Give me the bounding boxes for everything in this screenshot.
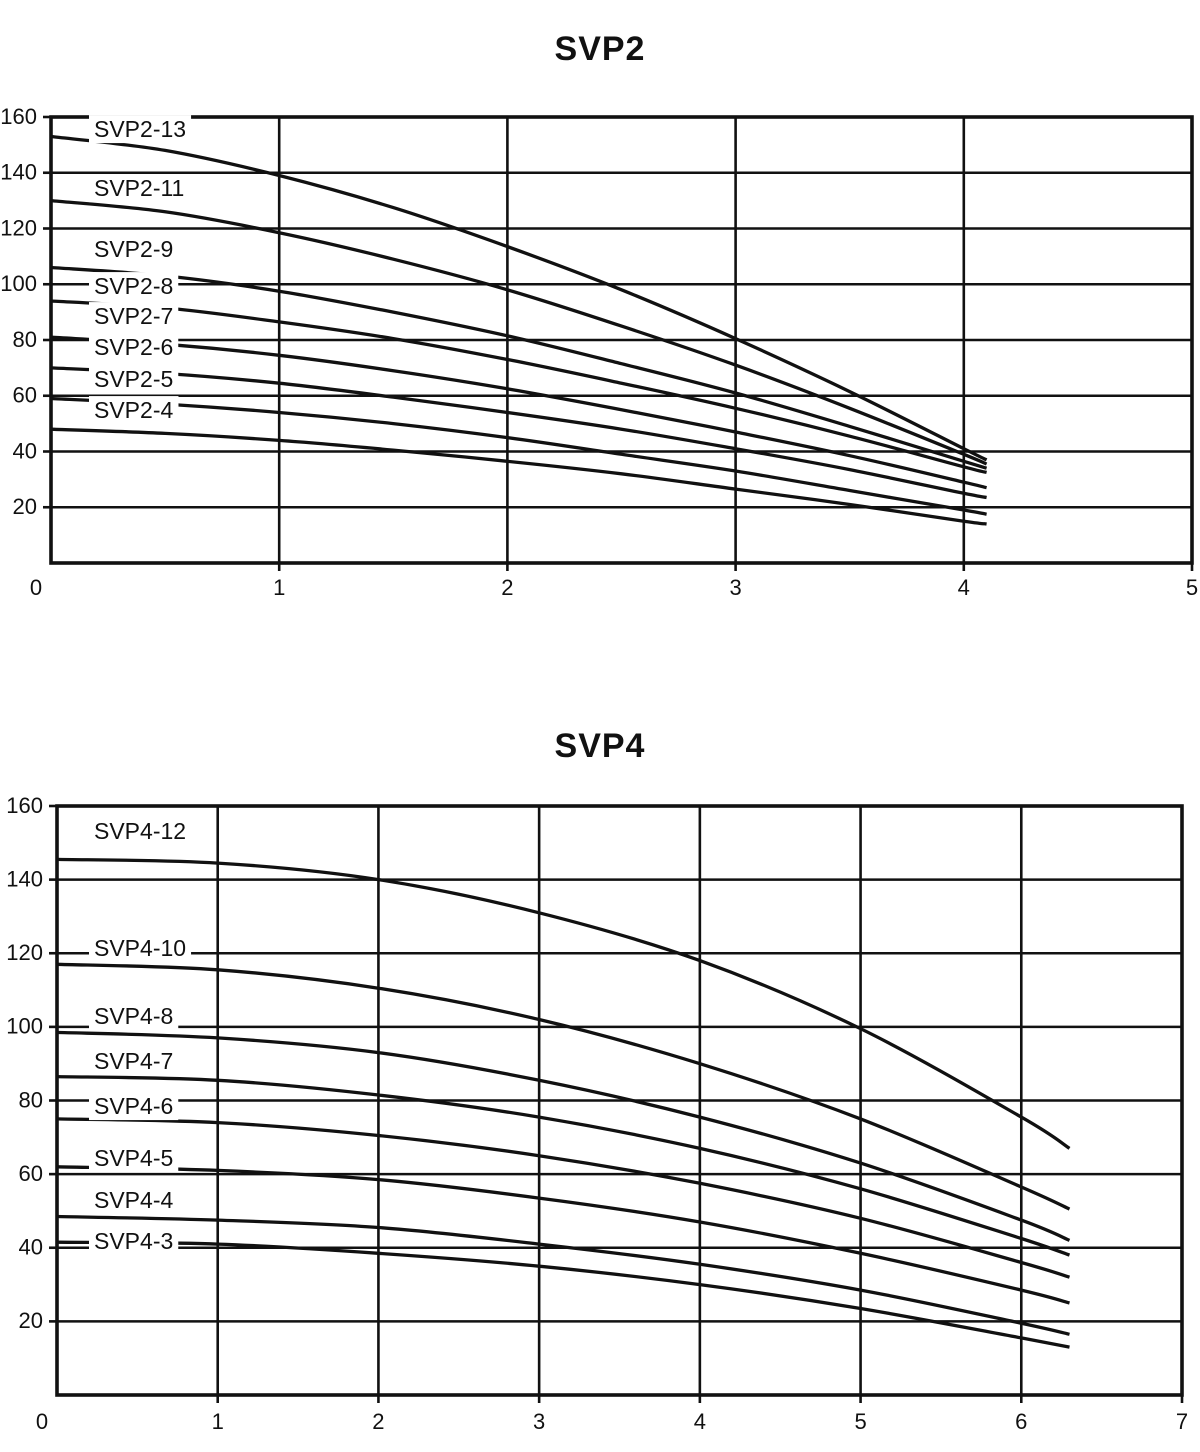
y-tick-label-svp2-80: 80 [13,327,37,352]
x-tick-label-svp4-6: 6 [1015,1409,1027,1434]
x-tick-label-svp2-5: 5 [1186,575,1198,600]
curve-label-svp4-12: SVP4-12 [94,818,186,844]
y-tick-label-svp4-100: 100 [6,1014,43,1039]
x-tick-label-svp4-7: 7 [1176,1409,1188,1434]
curve-label-svp2-6: SVP2-6 [94,334,173,360]
curve-svp4-4 [56,1214,1070,1336]
y-tick-label-svp2-20: 20 [13,494,37,519]
curve-svp4-12 [56,857,1071,1150]
curve-label-svp2-13: SVP2-13 [94,116,186,142]
curve-label-bg-svp2-8 [89,272,179,301]
curve-svp4-3 [56,1240,1070,1349]
chart-title-svp2: SVP2 [554,30,646,68]
curve-label-bg-svp4-8 [89,1002,179,1031]
y-tick-label-svp2-160: 160 [0,104,37,129]
curve-label-bg-svp4-6 [89,1092,179,1121]
x-tick-label-svp4-3: 3 [533,1409,545,1434]
curve-label-svp4-5: SVP4-5 [94,1145,173,1171]
curve-label-svp4-4: SVP4-4 [94,1187,173,1213]
curve-svp4-6 [56,1117,1070,1279]
y-tick-label-svp2-40: 40 [13,438,37,463]
curve-label-bg-svp4-5 [89,1144,179,1173]
curve-label-bg-svp2-9 [89,235,179,264]
x-tick-label-svp4-0: 0 [36,1409,48,1434]
curve-label-bg-svp4-12 [89,817,192,846]
y-tick-label-svp2-100: 100 [0,271,37,296]
curve-svp2-4 [50,427,987,526]
curve-label-bg-svp2-6 [89,333,179,362]
y-tick-label-svp2-140: 140 [0,160,37,185]
curve-label-svp2-9: SVP2-9 [94,236,173,262]
curve-label-bg-svp4-10 [89,934,192,963]
curve-svp4-8 [56,1030,1071,1242]
curve-label-svp2-5: SVP2-5 [94,366,173,392]
curve-svp2-9 [50,265,988,470]
y-tick-label-svp4-20: 20 [19,1308,43,1333]
curve-label-svp4-8: SVP4-8 [94,1003,173,1029]
x-tick-label-svp2-3: 3 [729,575,741,600]
y-tick-label-svp2-120: 120 [0,215,37,240]
curve-label-svp2-7: SVP2-7 [94,303,173,329]
curve-svp2-5 [50,396,987,516]
x-tick-label-svp2-0: 0 [30,575,42,600]
curve-label-svp4-6: SVP4-6 [94,1093,173,1119]
x-tick-label-svp2-4: 4 [958,575,970,600]
y-tick-label-svp4-140: 140 [6,866,43,891]
curve-svp4-5 [56,1165,1070,1305]
curve-svp2-13 [50,134,988,462]
curve-label-bg-svp2-13 [89,115,192,144]
curve-label-bg-svp4-4 [89,1186,179,1215]
y-tick-label-svp4-80: 80 [19,1087,43,1112]
x-tick-label-svp4-5: 5 [854,1409,866,1434]
curve-svp4-10 [56,962,1071,1211]
y-tick-label-svp4-40: 40 [19,1235,43,1260]
x-tick-label-svp4-4: 4 [694,1409,706,1434]
curve-label-bg-svp2-11 [89,174,190,203]
curve-svp2-8 [50,299,987,475]
y-tick-label-svp4-120: 120 [6,940,43,965]
x-tick-label-svp4-1: 1 [212,1409,224,1434]
curve-label-svp2-8: SVP2-8 [94,273,173,299]
x-tick-label-svp2-2: 2 [501,575,513,600]
x-tick-label-svp4-2: 2 [372,1409,384,1434]
y-tick-label-svp4-60: 60 [19,1161,43,1186]
curve-label-bg-svp2-4 [89,396,179,425]
curve-svp2-6 [50,366,987,500]
curve-svp2-7 [50,335,987,490]
chart-title-svp4: SVP4 [554,727,646,765]
y-tick-label-svp4-160: 160 [6,793,43,818]
curve-label-bg-svp2-5 [89,365,179,394]
curve-label-svp4-7: SVP4-7 [94,1048,173,1074]
curve-label-svp2-11: SVP2-11 [94,175,184,201]
x-tick-label-svp2-1: 1 [273,575,285,600]
curve-label-svp4-3: SVP4-3 [94,1228,173,1254]
curve-label-bg-svp4-7 [89,1047,179,1076]
curve-label-bg-svp4-3 [89,1227,179,1256]
curve-label-svp4-10: SVP4-10 [94,935,186,961]
curve-label-svp2-4: SVP2-4 [94,397,173,423]
y-tick-label-svp2-60: 60 [13,383,37,408]
curve-label-bg-svp2-7 [89,302,179,331]
curve-svp2-11 [50,198,988,466]
curve-svp4-7 [56,1074,1071,1257]
